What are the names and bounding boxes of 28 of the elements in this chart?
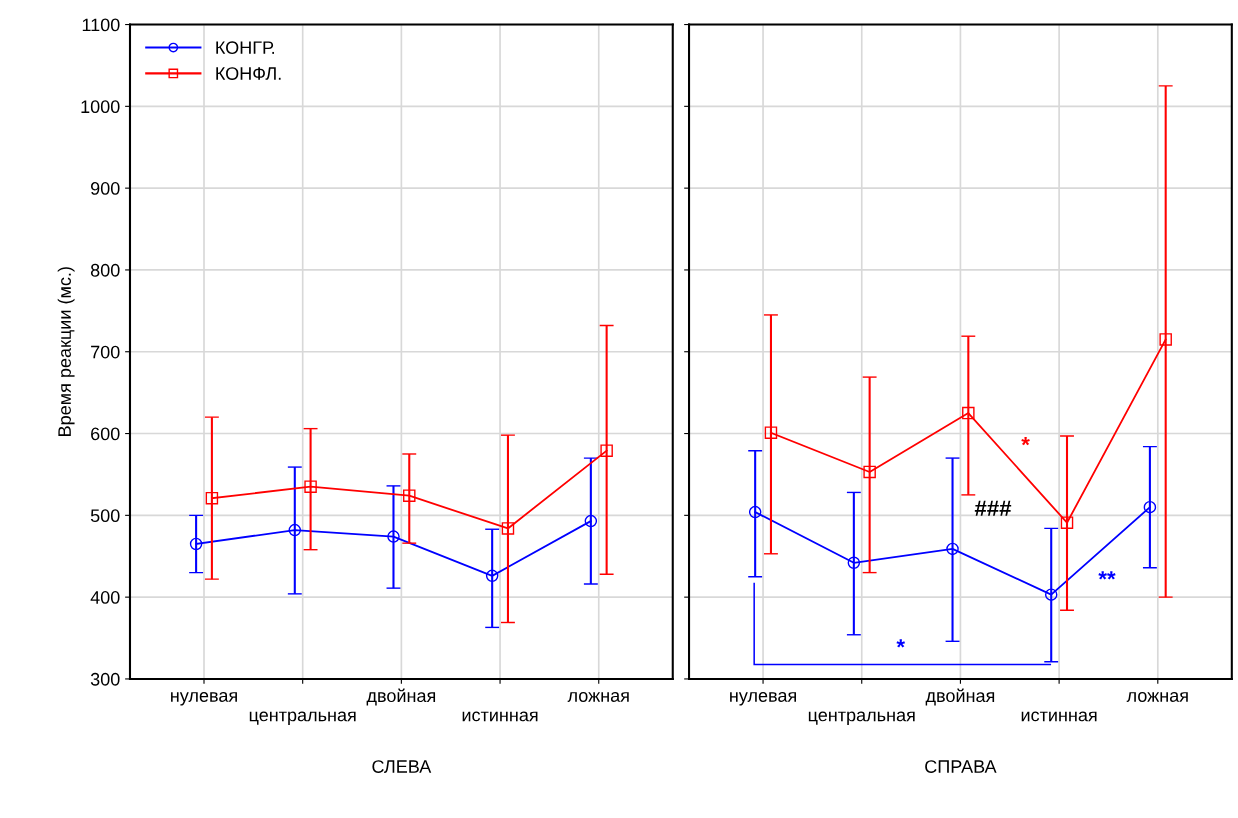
x-tick-label: нулевая (730, 692, 796, 706)
x-tick-label: двойная (925, 688, 995, 706)
y-tick-label: 700 (91, 345, 120, 359)
annotation: * (1021, 437, 1030, 446)
y-tick-label: 600 (91, 427, 120, 441)
x-axis-title: СЛЕВА (372, 760, 432, 773)
x-tick-label: истинная (462, 711, 538, 722)
y-tick-label: 1100 (82, 18, 120, 32)
annotation: * (896, 639, 906, 648)
y-tick-label: 300 (90, 672, 120, 686)
x-tick-label: ложная (567, 692, 629, 702)
legend-label: КОНГР. (216, 41, 275, 55)
x-axis-title: СПРАВА (925, 760, 997, 773)
legend-label: КОНФЛ. (216, 67, 281, 80)
annotation: ** (1098, 571, 1116, 580)
y-tick-label: 500 (90, 509, 120, 523)
x-tick-label: центральная (249, 711, 356, 725)
y-tick-label: 800 (90, 263, 120, 277)
x-tick-label: центральная (808, 711, 915, 725)
y-tick-label: 400 (90, 591, 120, 604)
y-tick-label: 1000 (81, 100, 120, 114)
x-tick-label: ложная (1126, 692, 1188, 702)
x-tick-label: двойная (366, 688, 436, 706)
y-axis-title: Время реакции (мс.) (57, 267, 75, 436)
x-tick-label: нулевая (171, 692, 237, 706)
annotation: ### (974, 500, 1012, 516)
x-tick-label: истинная (1021, 711, 1097, 722)
y-tick-label: 900 (90, 182, 120, 195)
